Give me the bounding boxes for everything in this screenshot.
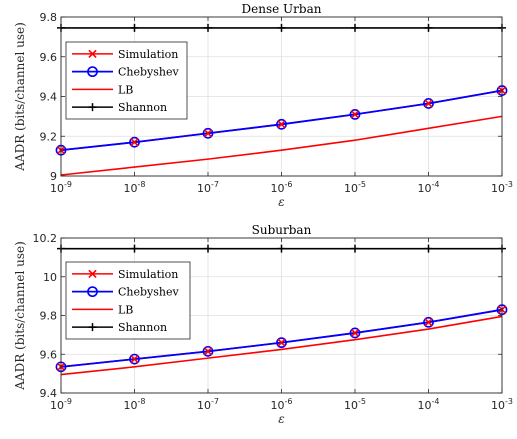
y-tick-label: 9.2 [40, 130, 58, 143]
x-tick-label: 10-9 [50, 397, 72, 412]
chart-panel-1: 9 9.2 9.4 9.6 9.8 10-9 10-8 10-7 10-6 10-5 10-4 10-… [13, 2, 513, 209]
x-tick-label: 10-5 [344, 397, 366, 412]
legend-label-shannon: Shannon [118, 101, 167, 114]
series-line-lb [60, 115, 503, 176]
chebyshev-point [202, 127, 214, 139]
y-tick-label: 9.6 [40, 51, 58, 64]
y-tick-label: 9 [50, 170, 57, 183]
x-tick-label: 10-3 [491, 180, 513, 195]
x-tick-label: 10-6 [271, 180, 293, 195]
chebyshev-point [423, 316, 434, 328]
legend-marker-shannon [88, 323, 97, 332]
simulation-point [277, 120, 286, 129]
shannon-point [277, 23, 286, 32]
simulation-point [277, 338, 286, 347]
y-tick-label: 9.4 [40, 91, 58, 104]
legend: Simulation Chebyshev LB Shannon [65, 261, 191, 340]
y-tick-label: 9.4 [40, 387, 58, 400]
x-tick-label: 10-7 [197, 180, 219, 195]
x-tick-label: 10-5 [344, 180, 366, 195]
y-axis-label: AADR (bits/channel use) [13, 22, 27, 172]
legend-label-shannon: Shannon [118, 321, 167, 334]
simulation-point [130, 138, 139, 147]
chebyshev-point [276, 118, 287, 130]
shannon-point [204, 23, 212, 32]
shannon-point [424, 244, 433, 253]
chebyshev-point [129, 136, 140, 148]
legend-box [65, 261, 191, 340]
x-tick-label: 10-4 [418, 397, 440, 412]
simulation-point [203, 347, 213, 356]
legend-label-simulation: Simulation [118, 268, 178, 281]
chebyshev-point [349, 327, 361, 339]
shannon-point [277, 244, 286, 253]
simulation-point [350, 328, 360, 338]
legend-marker-simulation [88, 269, 97, 279]
chebyshev-point [202, 345, 214, 357]
legend: Simulation Chebyshev LB Shannon [65, 41, 188, 120]
simulation-point [424, 99, 433, 108]
y-tick-label: 10.2 [33, 232, 58, 245]
series-line-lb [60, 315, 503, 376]
y-tick-label: 10 [43, 271, 57, 284]
legend-marker-chebyshev [87, 286, 98, 298]
legend-marker-shannon [88, 103, 97, 112]
chart-title: Suburban [252, 223, 312, 237]
legend-marker-simulation [88, 49, 97, 59]
chebyshev-point [423, 98, 434, 109]
chebyshev-point [276, 337, 287, 349]
legend-box [65, 41, 188, 120]
legend-label-lb: LB [118, 83, 133, 96]
shannon-point [424, 23, 433, 32]
x-tick-label: 10-3 [491, 397, 513, 412]
shannon-point [351, 23, 359, 32]
chart-panel-2: 9.4 9.6 9.8 10 10.2 10-9 10-8 10-7 10-6 10-5 10-4 1… [13, 223, 513, 426]
legend-marker-chebyshev [87, 66, 98, 78]
shannon-point [204, 244, 212, 253]
legend-label-simulation: Simulation [118, 48, 178, 61]
x-tick-label: 10-8 [124, 180, 146, 195]
x-tick-label: 10-6 [271, 397, 293, 412]
y-tick-label: 9.8 [40, 310, 58, 323]
simulation-point [424, 318, 433, 327]
x-tick-label: 10-7 [197, 397, 219, 412]
y-axis-label: AADR (bits/channel use) [13, 241, 27, 391]
simulation-point [203, 129, 213, 138]
legend-label-lb: LB [118, 303, 133, 316]
x-axis-label: ε [278, 412, 284, 426]
chebyshev-point [129, 353, 140, 365]
chart-title: Dense Urban [242, 2, 322, 16]
chebyshev-point [349, 108, 361, 120]
shannon-point [130, 23, 139, 32]
shannon-point [351, 244, 359, 253]
legend-label-chebyshev: Chebyshev [118, 66, 180, 79]
simulation-point [130, 354, 139, 364]
y-tick-label: 9.6 [40, 348, 58, 361]
shannon-point [130, 244, 139, 253]
x-tick-label: 10-4 [418, 180, 440, 195]
x-tick-label: 10-8 [124, 397, 146, 412]
x-axis-label: ε [278, 195, 284, 209]
x-tick-label: 10-9 [50, 180, 72, 195]
legend-label-chebyshev: Chebyshev [118, 286, 180, 299]
simulation-point [350, 110, 360, 119]
y-tick-label: 9.8 [40, 11, 58, 24]
